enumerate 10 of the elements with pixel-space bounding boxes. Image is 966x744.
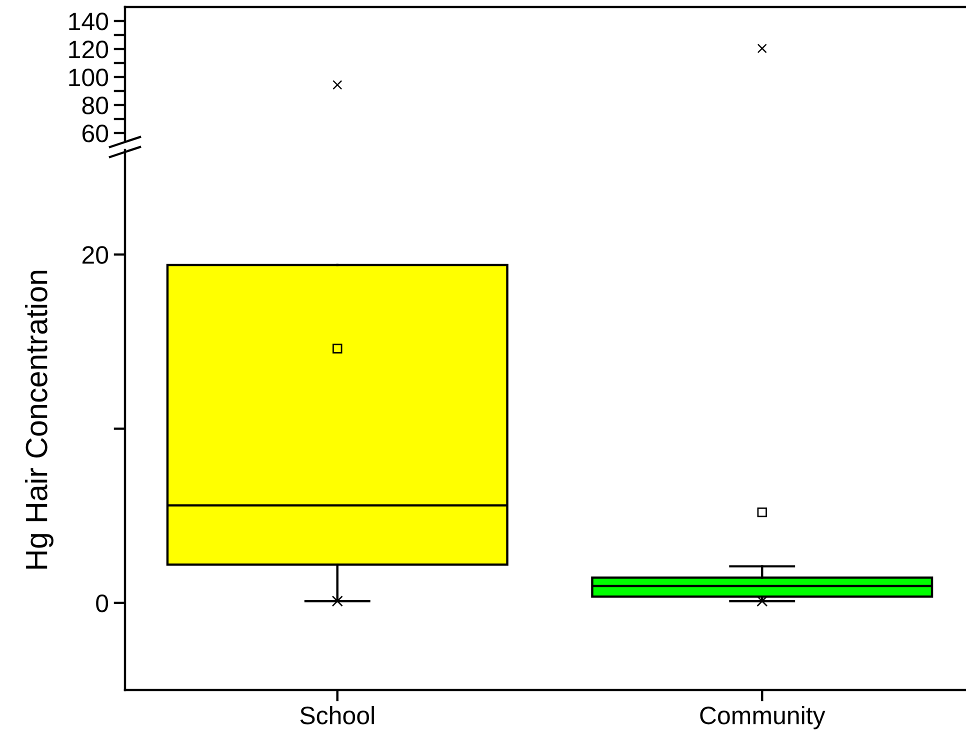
y-axis-title: Hg Hair Concentration	[24, 270, 54, 569]
y-tick-label: 20	[82, 246, 108, 264]
y-tick-label: 140	[69, 12, 108, 30]
x-tick-label: School	[300, 706, 374, 724]
y-tick-label: 0	[96, 594, 108, 612]
y-tick-label: 80	[82, 96, 108, 114]
y-tick-label: 100	[69, 68, 108, 86]
y-tick-label: 120	[69, 40, 108, 58]
x-tick-label: Community	[700, 706, 826, 730]
y-tick-label: 60	[82, 124, 108, 142]
